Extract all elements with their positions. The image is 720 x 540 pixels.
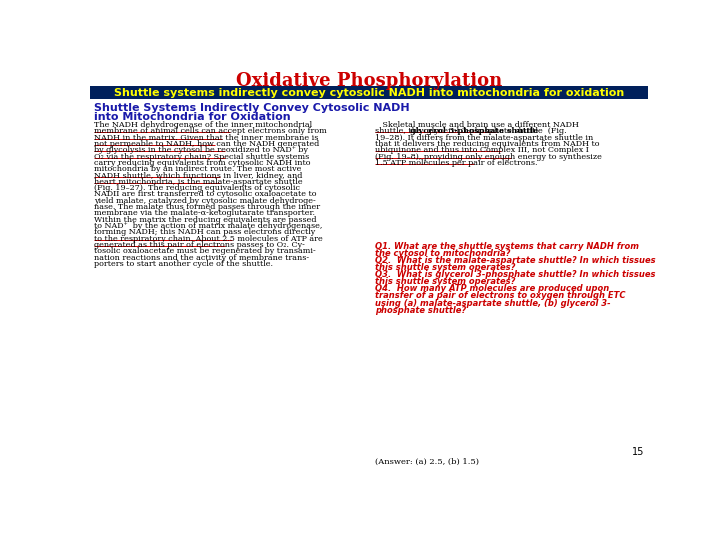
Text: to NAD⁺  by the action of matrix malate dehydrogenase,: to NAD⁺ by the action of matrix malate d… bbox=[94, 222, 323, 230]
Text: membrane of animal cells can accept electrons only from: membrane of animal cells can accept elec… bbox=[94, 127, 327, 136]
Text: using (a) malate-aspartate shuttle, (b) glycerol 3-: using (a) malate-aspartate shuttle, (b) … bbox=[375, 299, 611, 308]
Bar bbox=[90, 85, 648, 99]
Text: Q2.  What is the malate-aspartate shuttle? In which tissues: Q2. What is the malate-aspartate shuttle… bbox=[375, 256, 656, 265]
Text: yield malate, catalyzed by cytosolic malate dehydroge-: yield malate, catalyzed by cytosolic mal… bbox=[94, 197, 315, 205]
Text: The NADH dehydrogenase of the inner mitochondrial: The NADH dehydrogenase of the inner mito… bbox=[94, 121, 312, 129]
Text: heart mitochondria, is the malate-aspartate shuttle: heart mitochondria, is the malate-aspart… bbox=[94, 178, 302, 186]
Text: 15: 15 bbox=[631, 448, 644, 457]
Text: glycerol 3-phosphate shuttle: glycerol 3-phosphate shuttle bbox=[410, 127, 538, 136]
Text: Shuttle systems indirectly convey cytosolic NADH into mitochondria for oxidation: Shuttle systems indirectly convey cytoso… bbox=[114, 87, 624, 98]
Text: ubiquinone and thus into Complex III, not Complex I: ubiquinone and thus into Complex III, no… bbox=[375, 146, 589, 154]
Text: Q3.  What is glycerol 3-phosphate shuttle? In which tissues: Q3. What is glycerol 3-phosphate shuttle… bbox=[375, 270, 656, 279]
Text: Within the matrix the reducing equivalents are passed: Within the matrix the reducing equivalen… bbox=[94, 215, 316, 224]
Text: the cytosol to mitochondria?: the cytosol to mitochondria? bbox=[375, 249, 510, 258]
Text: (Fig. 19–27). The reducing equivalents of cytosolic: (Fig. 19–27). The reducing equivalents o… bbox=[94, 184, 300, 192]
Text: shuttle, the  glycerol 3-phosphate shuttle  (Fig.: shuttle, the glycerol 3-phosphate shuttl… bbox=[375, 127, 567, 136]
Text: phosphate shuttle?: phosphate shuttle? bbox=[375, 306, 467, 315]
Text: Oxidative Phosphorylation: Oxidative Phosphorylation bbox=[236, 72, 502, 91]
Text: 1.5 ATP molecules per pair of electrons.: 1.5 ATP molecules per pair of electrons. bbox=[375, 159, 538, 167]
Text: this shuttle system operates?: this shuttle system operates? bbox=[375, 263, 516, 272]
Text: to the respiratory chain. About 2.5 molecules of ATP are: to the respiratory chain. About 2.5 mole… bbox=[94, 235, 323, 242]
Text: O₂ via the respiratory chain? Special shuttle systems: O₂ via the respiratory chain? Special sh… bbox=[94, 153, 309, 160]
Text: forming NADH; this NADH can pass electrons directly: forming NADH; this NADH can pass electro… bbox=[94, 228, 315, 237]
Text: (Answer: (a) 2.5, (b) 1.5): (Answer: (a) 2.5, (b) 1.5) bbox=[375, 457, 480, 465]
Text: that it delivers the reducing equivalents from NADH to: that it delivers the reducing equivalent… bbox=[375, 140, 600, 148]
Text: by glycolysis in the cytosol be reoxidized to NAD⁺ by: by glycolysis in the cytosol be reoxidiz… bbox=[94, 146, 308, 154]
Text: NADII are first transferred to cytosolic oxaloacetate to: NADII are first transferred to cytosolic… bbox=[94, 191, 316, 199]
Text: Q1. What are the shuttle systems that carry NADH from: Q1. What are the shuttle systems that ca… bbox=[375, 242, 639, 251]
Text: Shuttle Systems Indirectly Convey Cytosolic NADH: Shuttle Systems Indirectly Convey Cytoso… bbox=[94, 103, 410, 113]
Text: mitochondria by an indirect route. The most active: mitochondria by an indirect route. The m… bbox=[94, 165, 301, 173]
Text: Skeletal muscle and brain use a different NADH: Skeletal muscle and brain use a differen… bbox=[375, 121, 579, 129]
Text: NADH in the matrix. Given that the inner membrane is: NADH in the matrix. Given that the inner… bbox=[94, 133, 318, 141]
Text: Q4.  How many ATP molecules are produced upon: Q4. How many ATP molecules are produced … bbox=[375, 285, 609, 293]
Text: porters to start another cycle of the shuttle.: porters to start another cycle of the sh… bbox=[94, 260, 273, 268]
Text: into Mitochondria for Oxidation: into Mitochondria for Oxidation bbox=[94, 112, 290, 122]
Text: (Fig. 19–8), providing only enough energy to synthesize: (Fig. 19–8), providing only enough energ… bbox=[375, 153, 602, 160]
Text: not permeable to NADH, how can the NADH generated: not permeable to NADH, how can the NADH … bbox=[94, 140, 319, 148]
Text: 19–28). It differs from the malate-aspartate shuttle in: 19–28). It differs from the malate-aspar… bbox=[375, 133, 593, 141]
Text: transfer of a pair of electrons to oxygen through ETC: transfer of a pair of electrons to oxyge… bbox=[375, 292, 626, 300]
Text: this shuttle system operates?: this shuttle system operates? bbox=[375, 278, 516, 286]
Text: membrane via the malate-α-ketoglutarate transporter.: membrane via the malate-α-ketoglutarate … bbox=[94, 210, 315, 218]
Text: nation reactions and the activity of membrane trans-: nation reactions and the activity of mem… bbox=[94, 254, 309, 261]
Text: carry reducing equivalents from cytosolic NADH into: carry reducing equivalents from cytosoli… bbox=[94, 159, 310, 167]
Text: tosolic oxaloacetate must be regenerated by transami-: tosolic oxaloacetate must be regenerated… bbox=[94, 247, 315, 255]
Text: generated as this pair of electrons passes to O₂. Cy-: generated as this pair of electrons pass… bbox=[94, 241, 305, 249]
Text: NADH shuttle, which functions in liver, kidney, and: NADH shuttle, which functions in liver, … bbox=[94, 172, 302, 179]
Text: nase. The malate thus formed passes through the inner: nase. The malate thus formed passes thro… bbox=[94, 203, 320, 211]
